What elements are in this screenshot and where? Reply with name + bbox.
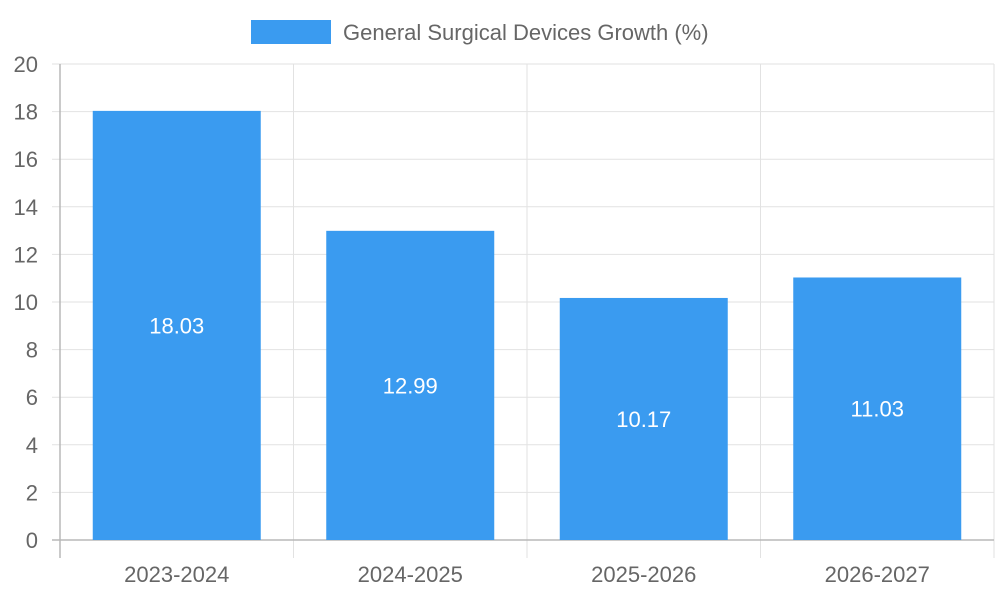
bar-value-label: 18.03 <box>149 313 204 338</box>
bar[interactable] <box>92 110 261 541</box>
bar-value-labels: 18.03 12.99 10.17 11.03 <box>149 313 904 432</box>
bar-value-label: 11.03 <box>851 397 904 422</box>
bar[interactable] <box>559 297 728 540</box>
bar[interactable] <box>326 230 495 540</box>
x-tick-label: 2026-2027 <box>825 562 930 587</box>
x-tick-label: 2023-2024 <box>124 562 229 587</box>
bar[interactable] <box>793 277 962 540</box>
y-tick-label: 14 <box>14 195 38 220</box>
x-tick-label: 2024-2025 <box>358 562 463 587</box>
legend-label[interactable]: General Surgical Devices Growth (%) <box>343 20 709 45</box>
y-tick-label: 18 <box>14 100 38 125</box>
y-tick-label: 6 <box>26 385 38 410</box>
legend-swatch[interactable] <box>251 20 331 44</box>
y-tick-label: 20 <box>14 52 38 77</box>
legend[interactable]: General Surgical Devices Growth (%) <box>251 20 709 45</box>
y-tick-label: 2 <box>26 480 38 505</box>
y-tick-label: 16 <box>14 147 38 172</box>
y-tick-label: 10 <box>14 290 38 315</box>
y-tick-label: 4 <box>26 433 38 458</box>
bar-value-label: 10.17 <box>616 407 671 432</box>
x-tick-label: 2025-2026 <box>591 562 696 587</box>
bars <box>92 110 962 541</box>
y-tick-label: 8 <box>26 338 38 363</box>
y-tick-label: 0 <box>26 528 38 553</box>
y-tick-label: 12 <box>14 242 38 267</box>
axis-tick-labels: 0 2 4 6 8 10 12 14 16 18 20 2023-2024 2024-2025 2025-… <box>14 52 930 587</box>
bar-value-label: 12.99 <box>383 373 438 398</box>
